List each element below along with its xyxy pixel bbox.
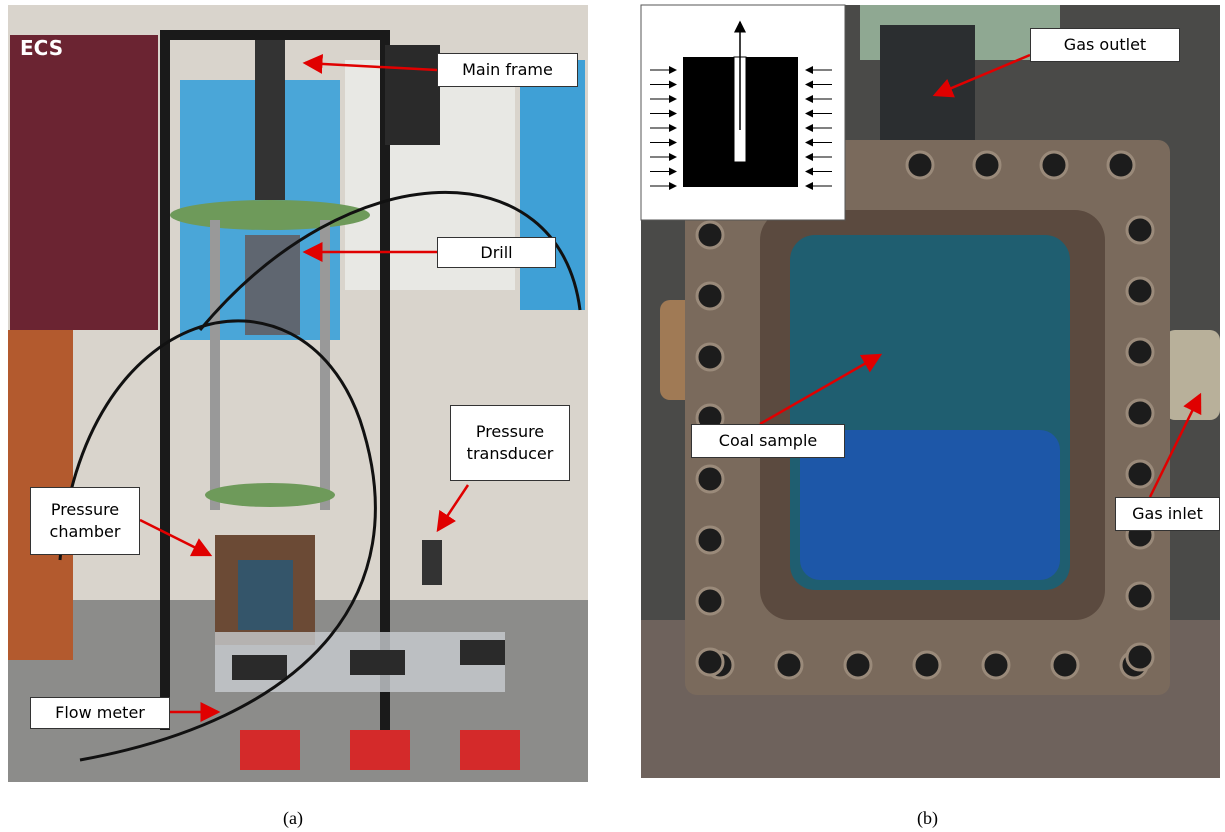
bolt bbox=[697, 588, 723, 614]
caption: (b) bbox=[917, 808, 938, 829]
bolt bbox=[1052, 652, 1078, 678]
bolt bbox=[697, 649, 723, 675]
caption: (a) bbox=[283, 808, 303, 829]
bolt bbox=[1127, 400, 1153, 426]
svg-text:ECS: ECS bbox=[20, 36, 63, 60]
label: Pressure chamber bbox=[30, 487, 140, 555]
inset-diagram bbox=[641, 5, 845, 220]
bolt bbox=[697, 527, 723, 553]
bolt bbox=[914, 652, 940, 678]
bolt bbox=[697, 222, 723, 248]
bolt bbox=[907, 152, 933, 178]
label: Coal sample bbox=[691, 424, 845, 458]
label: Main frame bbox=[437, 53, 578, 87]
bolt bbox=[1127, 339, 1153, 365]
photos: ECS bbox=[0, 0, 1225, 832]
label: Flow meter bbox=[30, 697, 170, 729]
bolt bbox=[845, 652, 871, 678]
bolt bbox=[1127, 583, 1153, 609]
bolt bbox=[983, 652, 1009, 678]
bolt bbox=[1127, 217, 1153, 243]
bolt bbox=[776, 652, 802, 678]
bolt bbox=[1127, 278, 1153, 304]
label: Gas inlet bbox=[1115, 497, 1220, 531]
figure: ECS bbox=[0, 0, 1225, 832]
bolt bbox=[697, 466, 723, 492]
bolt bbox=[974, 152, 1000, 178]
bolt bbox=[1041, 152, 1067, 178]
bolt bbox=[697, 344, 723, 370]
label: Drill bbox=[437, 237, 556, 268]
photo-a: ECS bbox=[8, 5, 588, 782]
bolt bbox=[1108, 152, 1134, 178]
label: Gas outlet bbox=[1030, 28, 1180, 62]
label: Pressure transducer bbox=[450, 405, 570, 481]
bolt bbox=[697, 283, 723, 309]
bolt bbox=[1127, 461, 1153, 487]
bolt bbox=[1127, 644, 1153, 670]
